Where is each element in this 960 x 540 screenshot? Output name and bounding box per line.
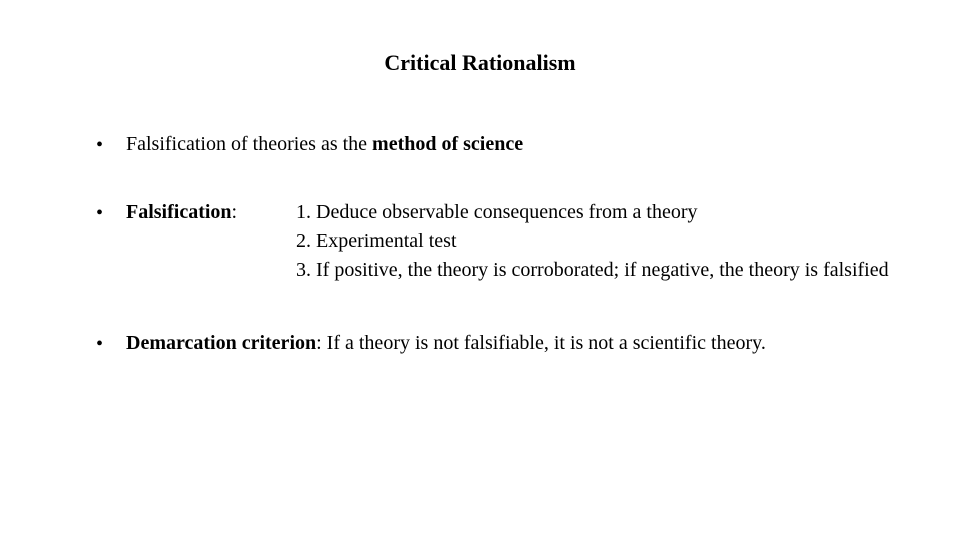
- falsification-colon: :: [232, 201, 238, 223]
- demarcation-rest: : If a theory is not falsifiable, it is …: [316, 332, 766, 354]
- demarcation-label: Demarcation criterion: [126, 332, 316, 354]
- bullet1-bold: method of science: [372, 133, 523, 155]
- bullet-item-3: • Demarcation criterion: If a theory is …: [96, 329, 900, 359]
- bullet-dot-icon: •: [96, 329, 126, 359]
- slide-title: Critical Rationalism: [0, 50, 960, 76]
- falsification-step-3: 3. If positive, the theory is corroborat…: [296, 256, 900, 285]
- bullet-body-1: Falsification of theories as the method …: [126, 130, 900, 159]
- falsification-steps: 1. Deduce observable consequences from a…: [296, 198, 900, 285]
- falsification-step-1: 1. Deduce observable consequences from a…: [296, 198, 900, 227]
- falsification-step-2: 2. Experimental test: [296, 227, 900, 256]
- falsification-label-text: Falsification: [126, 201, 232, 223]
- falsification-label: Falsification:: [126, 198, 296, 227]
- bullet-dot-icon: •: [96, 130, 126, 160]
- bullet-dot-icon: •: [96, 198, 126, 228]
- bullet-item-2: • Falsification: 1. Deduce observable co…: [96, 198, 900, 285]
- bullet-item-1: • Falsification of theories as the metho…: [96, 130, 900, 160]
- slide-content: • Falsification of theories as the metho…: [96, 130, 900, 359]
- bullet1-prefix: Falsification of theories as the: [126, 133, 372, 155]
- slide: Critical Rationalism • Falsification of …: [0, 0, 960, 540]
- bullet-body-3: Demarcation criterion: If a theory is no…: [126, 329, 900, 358]
- bullet-body-2: Falsification: 1. Deduce observable cons…: [126, 198, 900, 285]
